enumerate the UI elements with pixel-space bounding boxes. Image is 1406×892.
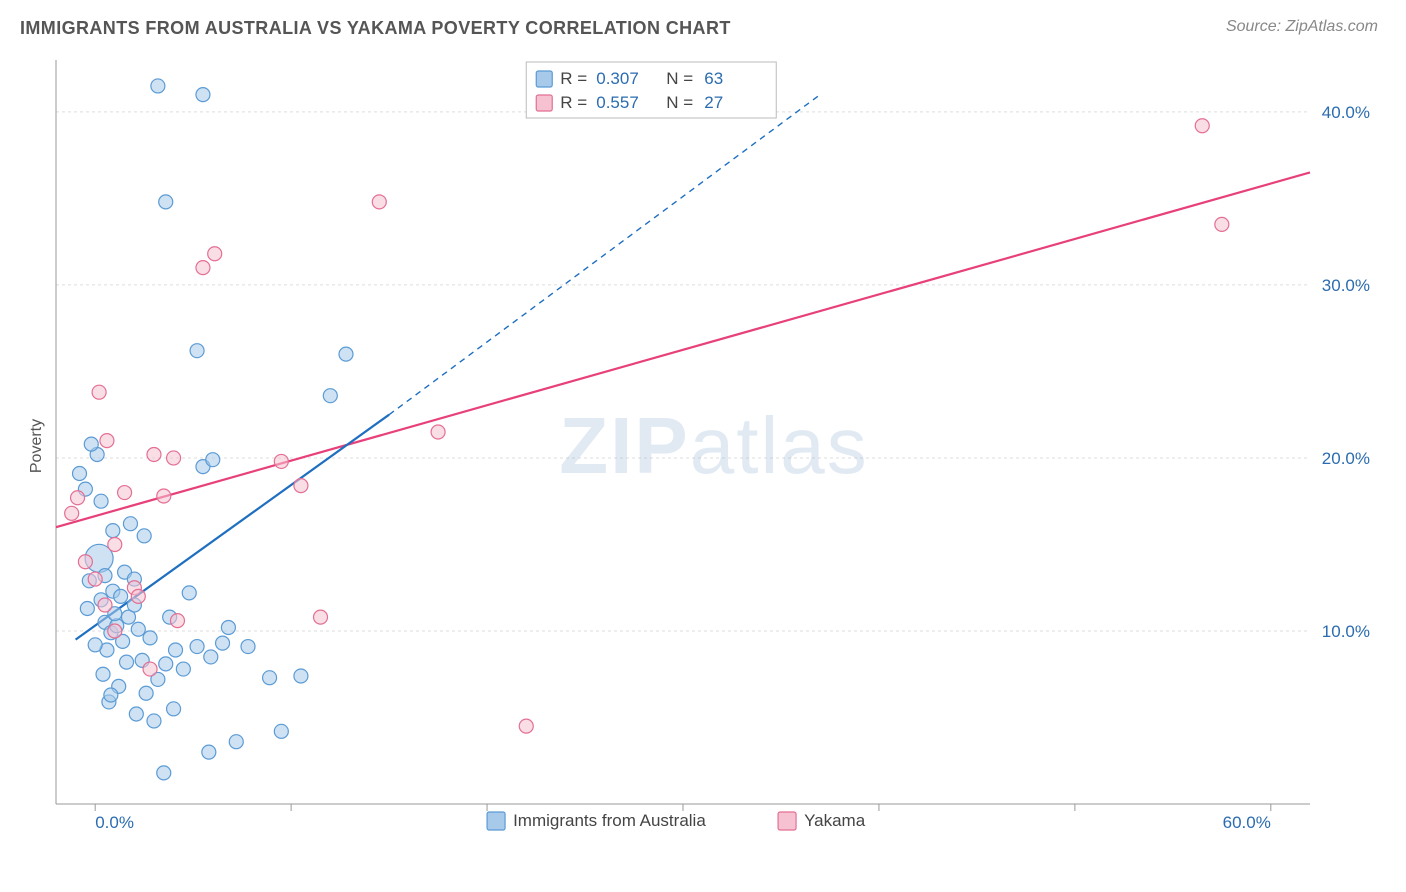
svg-text:0.557: 0.557: [596, 93, 639, 112]
chart-container: IMMIGRANTS FROM AUSTRALIA VS YAKAMA POVE…: [0, 0, 1406, 892]
svg-text:R =: R =: [560, 93, 587, 112]
svg-text:40.0%: 40.0%: [1322, 103, 1370, 122]
svg-text:0.0%: 0.0%: [95, 813, 134, 832]
svg-text:10.0%: 10.0%: [1322, 622, 1370, 641]
svg-text:Yakama: Yakama: [804, 811, 866, 830]
svg-text:63: 63: [704, 69, 723, 88]
chart-title: IMMIGRANTS FROM AUSTRALIA VS YAKAMA POVE…: [20, 18, 731, 39]
svg-text:Immigrants from Australia: Immigrants from Australia: [513, 811, 706, 830]
svg-text:N =: N =: [666, 93, 693, 112]
svg-text:20.0%: 20.0%: [1322, 449, 1370, 468]
svg-text:27: 27: [704, 93, 723, 112]
svg-text:30.0%: 30.0%: [1322, 276, 1370, 295]
scatter-plot-svg: 0.0% 60.0% 10.0% 20.0% 30.0% 40.0% R = 0.307 N …: [48, 52, 1380, 840]
source-label: Source: ZipAtlas.com: [1226, 18, 1378, 36]
y-axis-label: Poverty: [28, 419, 46, 473]
plot-area: ZIPatlas 0.0%60.0%10.0%20.0%30.0%40.0%R …: [48, 52, 1380, 840]
svg-text:0.307: 0.307: [596, 69, 639, 88]
svg-text:N =: N =: [666, 69, 693, 88]
svg-text:R =: R =: [560, 69, 587, 88]
svg-text:60.0%: 60.0%: [1223, 813, 1271, 832]
